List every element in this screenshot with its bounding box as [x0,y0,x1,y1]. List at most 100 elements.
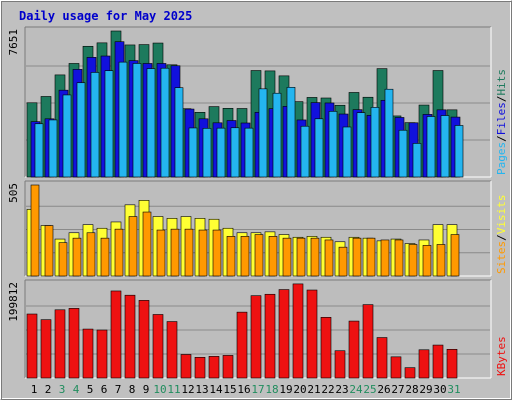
day-label: 15 [223,383,236,396]
bar-sites [352,237,362,277]
bar-kbytes [348,320,360,379]
ylabel-part: Hits [495,69,508,96]
day-label: 13 [195,383,208,396]
bar-kbytes [320,317,332,379]
bar-sites [226,236,236,277]
day-label: 28 [405,383,418,396]
bar-sites [156,229,166,277]
bar-sites [114,228,124,277]
ylabel-part: Files [495,102,508,135]
bar-sites [422,245,432,277]
bar-kbytes [208,356,220,379]
day-labels-group: 1 2 3 4 5 6 7 8 9 10 11 12 13 14 15 16 17 18 19 20 21 22 23 24 2… [31,383,461,396]
bar-pages [132,63,142,178]
bar-pages [412,143,422,178]
bar-kbytes [264,293,276,379]
ylabel-part: / [495,96,508,103]
bar-pages [62,94,72,178]
bar-kbytes [166,321,178,379]
day-label: 21 [307,383,320,396]
bar-sites [86,232,96,277]
bar-pages [454,125,464,178]
bar-sites [282,237,292,277]
bar-kbytes [194,357,206,379]
max-label-hits_files_pages: 7651 [7,29,20,56]
bar-pages [440,115,450,178]
series-sites [30,184,460,277]
bar-kbytes [222,355,234,379]
series-kbytes [26,283,458,379]
day-label: 24 [349,383,363,396]
bar-sites [436,244,446,277]
bar-pages [356,112,366,178]
bar-pages [286,87,296,178]
day-label: 19 [279,383,292,396]
bar-kbytes [432,344,444,379]
bar-sites [296,237,306,277]
bar-sites [128,216,138,277]
day-label: 27 [391,383,404,396]
bar-kbytes [152,314,164,379]
bar-pages [160,67,170,178]
day-label: 2 [45,383,52,396]
panel-visits_sites: 505 Sites/Visits [7,180,508,277]
ylabel-part: / [495,234,508,241]
bar-pages [34,123,44,178]
bar-sites [380,239,390,277]
bar-sites [142,211,152,277]
bar-sites [72,237,82,277]
bar-kbytes [446,349,458,379]
day-label: 18 [265,383,278,396]
panels-group: 7651Pages/Files/Hits505Sites/Visits19981… [7,26,508,379]
bar-pages [174,87,184,178]
ylabel-visits_sites: Sites/Visits [495,195,508,275]
bar-kbytes [138,300,150,379]
bar-sites [394,239,404,277]
day-label: 20 [293,383,306,396]
bar-kbytes [376,337,388,379]
ylabel-hits_files_pages: Pages/Files/Hits [495,69,508,175]
bar-sites [408,244,418,277]
bar-kbytes [54,309,66,379]
bar-pages [314,118,324,178]
day-label: 10 [153,383,166,396]
bar-pages [202,128,212,178]
bar-pages [104,70,114,178]
bar-pages [342,126,352,178]
day-label: 30 [433,383,446,396]
ylabel-part: Sites [495,241,508,274]
day-label: 29 [419,383,432,396]
bar-kbytes [306,289,318,379]
bar-pages [272,92,282,178]
bar-sites [366,237,376,277]
bar-pages [384,88,394,178]
bar-pages [48,119,58,178]
bar-kbytes [96,329,108,379]
ylabel-part: Visits [495,195,508,235]
day-label: 23 [335,383,348,396]
bar-sites [338,246,348,277]
day-label: 17 [251,383,264,396]
bar-kbytes [250,295,262,379]
bar-sites [212,229,222,277]
bar-sites [268,236,278,277]
bar-kbytes [124,294,136,379]
bar-sites [310,237,320,277]
day-label: 25 [363,383,376,396]
day-label: 3 [59,383,66,396]
bar-kbytes [418,349,430,379]
bar-sites [30,184,40,277]
bar-kbytes [362,304,374,379]
day-label: 1 [31,383,38,396]
bar-kbytes [68,308,80,379]
bar-sites [44,225,54,277]
bar-pages [426,116,436,178]
bar-kbytes [180,354,192,379]
bar-kbytes [236,311,248,379]
bar-pages [230,127,240,178]
day-label: 12 [181,383,194,396]
ylabel-part: Pages [495,142,508,175]
